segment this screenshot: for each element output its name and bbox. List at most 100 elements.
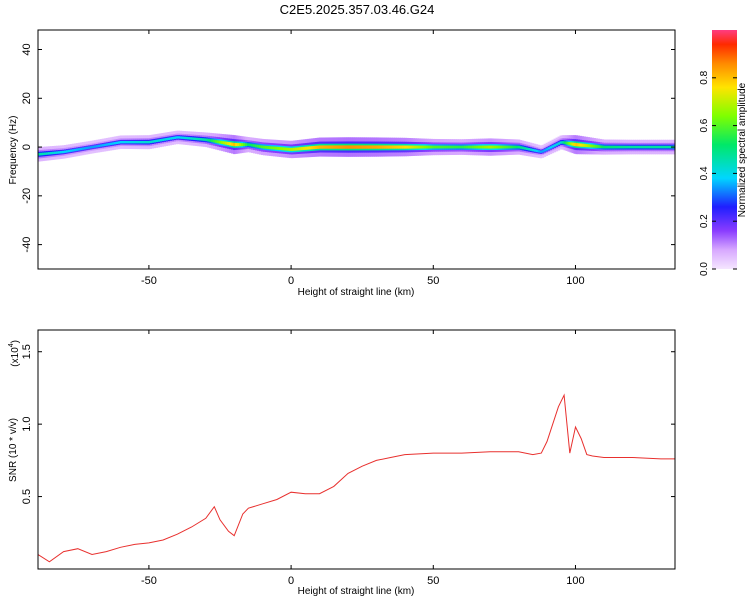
ridge-band-core [384, 145, 387, 149]
ridge-band-core [416, 145, 419, 149]
ridge-band-core [113, 142, 117, 145]
ridge-band-core [645, 145, 648, 149]
snr-multiplier: (x104) [8, 340, 21, 367]
ridge-band-core [103, 143, 107, 147]
ridge-band-core [203, 138, 206, 141]
ridge-band-core [368, 145, 372, 149]
ridge-band-core [175, 136, 178, 139]
ridge-band-core [635, 145, 638, 149]
ridge-band-core [258, 145, 262, 148]
ridge-band-core [587, 144, 590, 148]
ridge-band-core [213, 139, 216, 143]
spectrogram-x-ticks: -50 0 50 100 [141, 30, 585, 287]
ridge-band-core [53, 151, 57, 154]
figure-title: C2E5.2025.357.03.46.G24 [280, 2, 435, 17]
ridge-band-core [215, 140, 218, 143]
ridge-band-core [125, 141, 129, 144]
ridge-band-core [161, 138, 165, 142]
ridge-band-core [591, 144, 594, 148]
colorbar-tick-label: 0.2 [699, 214, 710, 228]
ridge-band-core [316, 145, 320, 149]
ridge-band-core [424, 145, 427, 149]
ridge-band-core [571, 142, 575, 146]
ridge-band-core [402, 145, 405, 149]
ridge-band-core [442, 145, 445, 149]
ridge-band-core [410, 145, 413, 149]
ridge-band-core [601, 145, 604, 149]
ridge-band-core [527, 148, 531, 151]
ridge-band-core [278, 147, 282, 150]
ridge-band-core [657, 145, 660, 149]
ridge-band-core [356, 145, 360, 149]
ridge-band-core [643, 145, 646, 149]
ridge-band-core [131, 141, 135, 144]
ridge-band-core [43, 152, 47, 155]
ridge-band-core [75, 148, 79, 151]
ridge-band-core [382, 145, 385, 149]
ridge-band-core [511, 145, 515, 149]
ridge-band-core [252, 144, 256, 147]
ridge-band-core [268, 146, 272, 150]
ridge-band-core [428, 145, 431, 149]
ridge-band-core [475, 145, 479, 149]
ridge-band-core [489, 145, 493, 149]
ridge-band-core [264, 145, 268, 149]
ridge-band-core [392, 145, 395, 149]
ridge-band-core [551, 145, 555, 148]
ridge-band-core [432, 145, 435, 149]
ridge-band-core [619, 145, 622, 149]
x-tick-label: -50 [141, 275, 157, 287]
ridge-band-core [497, 145, 501, 149]
ridge-band-core [147, 140, 151, 144]
spectrogram-frame [37, 29, 676, 270]
ridge-band-core [243, 143, 246, 147]
ridge-band-core [573, 142, 577, 147]
ridge-band-core [450, 145, 453, 149]
ridge-band-core [438, 145, 441, 149]
ridge-band-core [121, 141, 125, 144]
ridge-band-core [406, 145, 409, 149]
ridge-band-core [553, 144, 557, 147]
x-tick-label: 0 [288, 275, 294, 287]
ridge-band-core [231, 142, 234, 146]
ridge-band-core [205, 138, 208, 142]
ridge-band-core [237, 143, 240, 147]
ridge-band-core [274, 146, 278, 150]
ridge-band-core [191, 137, 194, 140]
ridge-band-core [503, 145, 507, 149]
ridge-band-core [589, 144, 592, 148]
ridge-band-core [187, 137, 190, 140]
ridge-band-core [49, 151, 53, 155]
ridge-band-core [225, 141, 228, 145]
ridge-band-core [296, 147, 300, 151]
ridge-band-core [260, 145, 264, 149]
ridge-band-core [611, 145, 614, 149]
ridge-band-core [436, 145, 439, 149]
ridge-band-core [227, 142, 230, 146]
ridge-band-core [386, 145, 389, 149]
colorbar-label: Normalized spectral amplitude [737, 82, 748, 217]
spectrogram-x-label: Height of straight line (km) [298, 287, 415, 298]
ridge-band-core [599, 145, 602, 149]
ridge-band-core [179, 136, 182, 139]
ridge-band-core [505, 145, 509, 149]
ridge-band-core [418, 145, 421, 149]
ridge-band-core [348, 145, 352, 149]
ridge-band-core [621, 145, 624, 149]
ridge-band-core [127, 141, 131, 144]
ridge-band-core [517, 145, 521, 149]
ridge-band-core [465, 145, 469, 149]
ridge-band-core [167, 137, 170, 141]
ridge-band-core [239, 143, 242, 147]
ridge-band-core [623, 145, 626, 149]
ridge-band-core [143, 140, 147, 144]
ridge-band-core [61, 150, 65, 154]
ridge-band-core [270, 146, 274, 150]
ridge-band-core [292, 147, 296, 151]
ridge-band-core [663, 145, 666, 149]
ridge-band-core [129, 141, 133, 144]
ridge-band-core [444, 145, 447, 149]
ridge-band-core [434, 145, 437, 149]
ridge-band-core [346, 145, 350, 149]
ridge-band-core [288, 147, 292, 151]
